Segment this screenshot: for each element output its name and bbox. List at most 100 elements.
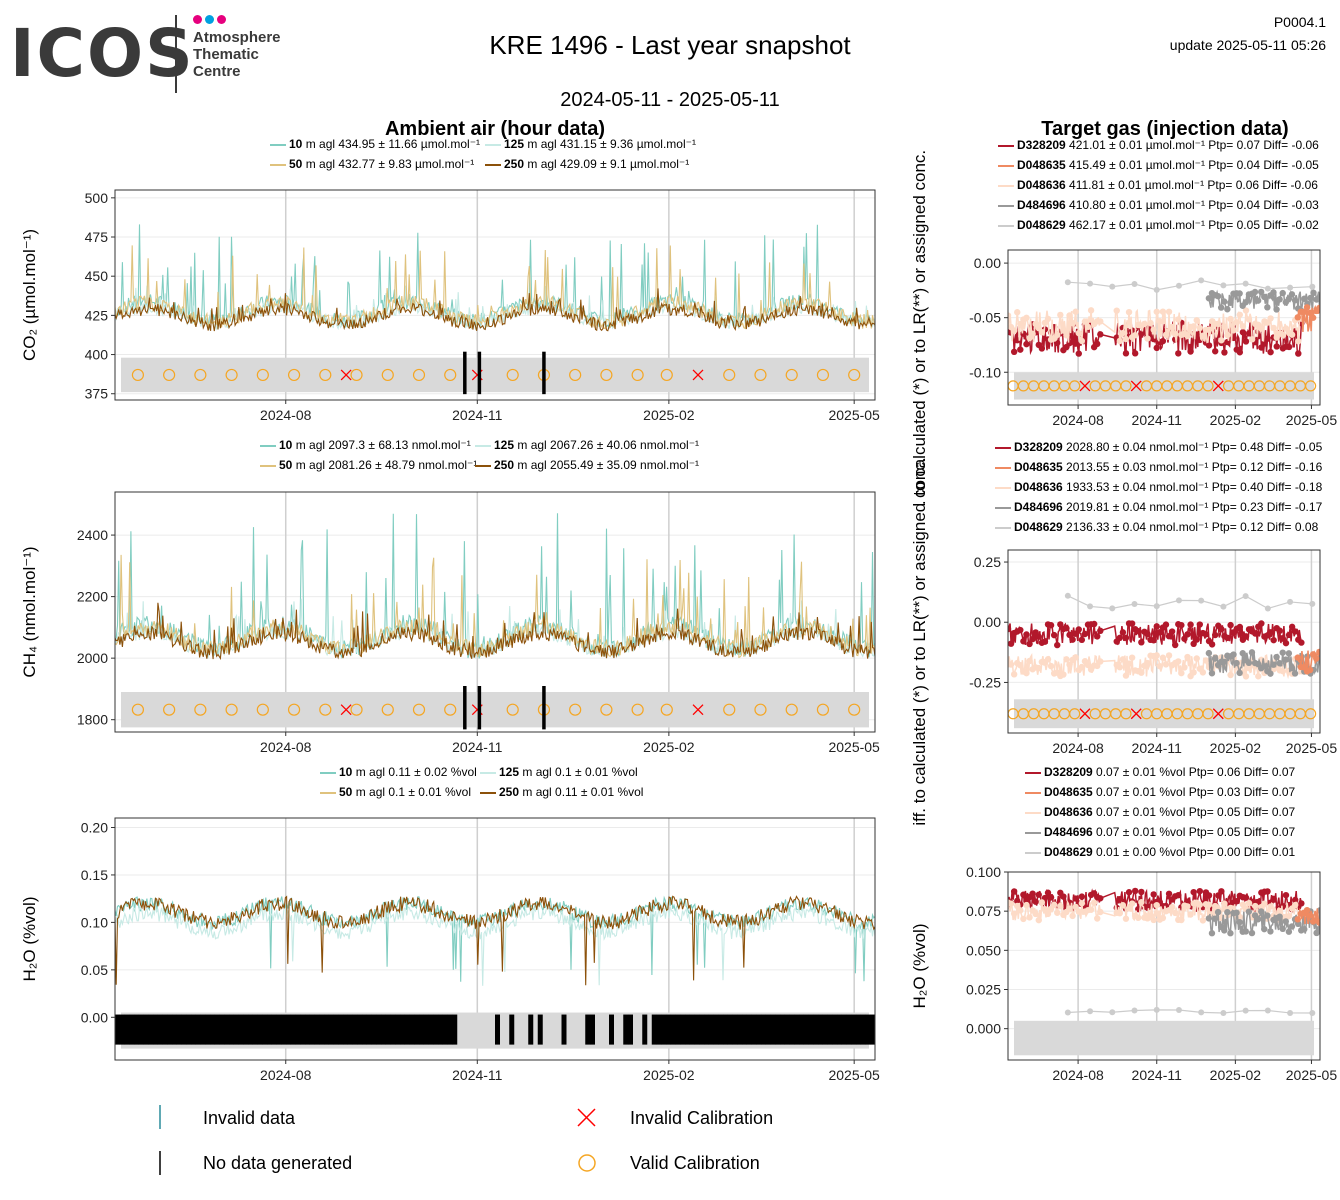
- legend-value: 410.80 ± 0.01 µmol.mol⁻¹ Ptp= 0.04 Diff=…: [1065, 198, 1319, 212]
- no-data-marker: [181, 1014, 187, 1045]
- valid-calibration-marker: [319, 368, 332, 382]
- series-D048636-point: [1205, 326, 1213, 333]
- ambient-air-title: Ambient air (hour data): [384, 118, 605, 140]
- series-D328209-point: [1125, 889, 1133, 896]
- series-D048636-point: [1175, 658, 1182, 665]
- legend-series-name: D484696: [1014, 500, 1063, 514]
- series-D048636-point: [1090, 899, 1098, 906]
- series-D048636-point: [1116, 337, 1124, 345]
- series-D048636-point: [1087, 906, 1095, 913]
- series-D048636-point: [1199, 917, 1207, 924]
- valid-calibration-marker: [569, 703, 582, 716]
- series-D328209-point: [1078, 636, 1086, 644]
- series-D484696-point: [1273, 653, 1280, 661]
- series-D484696-point: [1208, 930, 1216, 937]
- series-D048636-point: [1075, 329, 1082, 337]
- series-D048629-point: [1175, 1006, 1182, 1013]
- legend-series-name: 250: [494, 458, 515, 472]
- series-D048635-point: [1316, 919, 1320, 926]
- series-D328209-point: [1122, 634, 1130, 642]
- series-D484696-point: [1270, 289, 1277, 296]
- series-D328209-point: [1010, 888, 1018, 895]
- invalid-calibration-marker: [1130, 380, 1142, 392]
- valid-calibration-marker: [848, 368, 861, 382]
- valid-calibration-marker: [660, 368, 673, 382]
- series-D048636-point: [1014, 309, 1021, 316]
- legend-series-name: D484696: [1017, 198, 1066, 212]
- series-D484696-point: [1233, 909, 1240, 916]
- series-D484696-point: [1208, 670, 1216, 677]
- series-D048636-point: [1267, 903, 1274, 910]
- series-D048636-point: [1026, 657, 1033, 665]
- x-tick-label: 2024-08: [1052, 1067, 1104, 1083]
- no-data-marker: [789, 1014, 795, 1045]
- series-D048636-point: [1159, 914, 1167, 922]
- series-D048629-point: [1087, 1008, 1094, 1015]
- series-D048636-point: [1248, 336, 1256, 343]
- series-D048636-point: [1245, 899, 1253, 907]
- no-data-marker: [343, 1014, 348, 1045]
- series-D484696-point: [1257, 288, 1265, 296]
- series-D048636-point: [1233, 319, 1240, 326]
- no-data-marker: [371, 1014, 377, 1045]
- series-D048636-point: [1224, 331, 1231, 339]
- series-D048636-point: [1153, 901, 1160, 909]
- series-D048636-point: [1196, 901, 1204, 908]
- no-data-marker: [195, 1014, 201, 1045]
- series-D048636-point: [1122, 915, 1130, 922]
- legend-series-name: 10: [279, 438, 293, 452]
- legend-value: m agl 0.1 ± 0.01 %vol: [352, 785, 472, 799]
- series-D484696-point: [1285, 650, 1293, 657]
- series-D328209-point: [1196, 621, 1204, 628]
- series-D048629-point: [1220, 603, 1227, 610]
- series-D048636-point: [1193, 317, 1200, 324]
- series-D048636-point: [1165, 308, 1173, 315]
- series-D048636-point: [1138, 899, 1145, 906]
- x-tick-label: 2024-11: [452, 407, 503, 423]
- series-D048636-point: [1072, 903, 1079, 911]
- series-125m-line: [115, 905, 875, 986]
- series-D328209-point: [1208, 641, 1216, 648]
- series-D328209-point: [1218, 888, 1225, 895]
- legend-value: 2028.80 ± 0.04 nmol.mol⁻¹ Ptp= 0.48 Diff…: [1062, 440, 1323, 454]
- no-data-marker: [224, 1014, 230, 1045]
- series-D048636-point: [1078, 900, 1086, 907]
- no-data-marker: [609, 1014, 614, 1045]
- series-D328209-point: [1239, 329, 1247, 336]
- series-D048636-point: [1125, 905, 1133, 912]
- no-data-marker: [585, 1014, 591, 1045]
- legend-entry: 250 m agl 429.09 ± 9.1 µmol.mol⁻¹: [485, 157, 689, 171]
- series-D484696-point: [1279, 289, 1286, 297]
- legend-entry: D048635 0.07 ± 0.01 %vol Ptp= 0.03 Diff=…: [1025, 785, 1295, 799]
- series-D048636-point: [1066, 661, 1073, 668]
- series-D048636-point: [1035, 664, 1042, 672]
- legend-series-name: 10: [289, 137, 303, 151]
- no-data-marker: [347, 1014, 353, 1045]
- no-data-marker: [694, 1014, 700, 1045]
- series-D048636-point: [1122, 672, 1130, 679]
- invalid-calibration-marker: [1212, 380, 1224, 392]
- series-D048629-point: [1087, 280, 1094, 287]
- no-data-marker: [666, 1014, 671, 1045]
- flag-band: [121, 692, 869, 728]
- legend-value: m agl 2055.49 ± 35.09 nmol.mol⁻¹: [514, 458, 700, 472]
- series-D484696-point: [1242, 299, 1250, 306]
- legend-value: 415.49 ± 0.01 µmol.mol⁻¹ Ptp= 0.04 Diff=…: [1065, 158, 1319, 172]
- legend-swatch: [480, 791, 496, 794]
- series-D048636-point: [1008, 661, 1015, 668]
- no-data-marker: [229, 1014, 234, 1045]
- no-data-marker: [257, 1014, 263, 1045]
- x-tick-label: 2024-08: [260, 1067, 312, 1083]
- series-D048636-point: [1236, 311, 1244, 318]
- series-D484696-point: [1221, 927, 1228, 934]
- no-data-marker: [129, 1014, 135, 1045]
- legend-value: m agl 0.1 ± 0.01 %vol: [519, 765, 638, 779]
- no-data-marker: [727, 1014, 733, 1045]
- plot-border: [1007, 549, 1321, 734]
- no-data-marker: [395, 1014, 401, 1045]
- series-D048636-point: [1190, 323, 1197, 330]
- series-D048636-point: [1069, 912, 1076, 920]
- series-D048636-point: [1252, 902, 1259, 910]
- x-tick-label: 2024-11: [1132, 1067, 1183, 1083]
- series-D048636-point: [1026, 914, 1033, 921]
